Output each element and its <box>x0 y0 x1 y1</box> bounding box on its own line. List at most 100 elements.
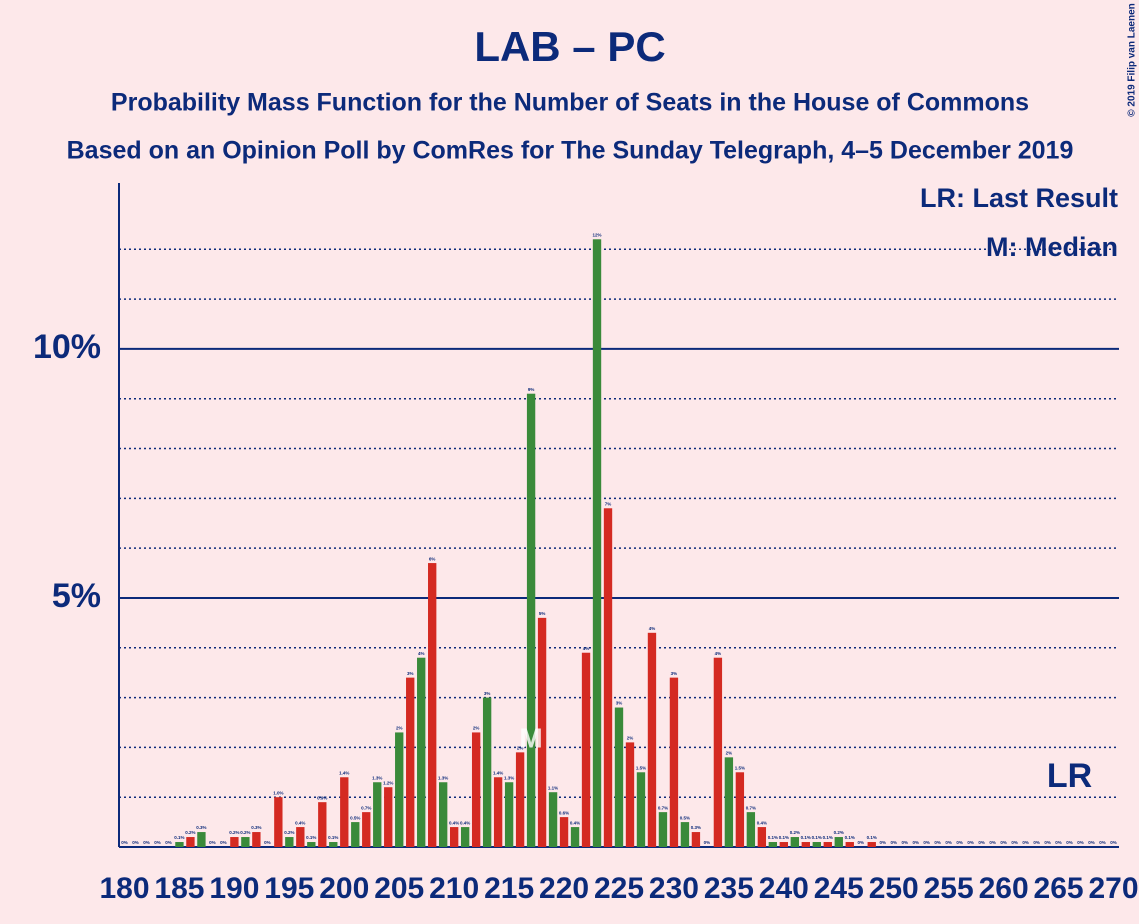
data-label: 0% <box>989 840 996 845</box>
bar <box>493 777 503 847</box>
bar <box>197 832 206 847</box>
data-label: 3% <box>407 671 414 676</box>
median-marker: M <box>519 722 542 753</box>
data-label: 0.4% <box>460 820 470 825</box>
chart-subtitle: Probability Mass Function for the Number… <box>111 89 1029 117</box>
data-label: 0.1% <box>779 835 789 840</box>
data-label: 0% <box>220 840 227 845</box>
data-label: 0.2% <box>240 830 250 835</box>
bar <box>329 842 338 847</box>
data-label: 0.1% <box>867 835 877 840</box>
data-label: 1.3% <box>372 775 382 780</box>
bar <box>307 842 316 847</box>
data-label: 0.1% <box>306 835 316 840</box>
data-label: 0% <box>1055 840 1062 845</box>
x-tick-label: 200 <box>319 872 369 905</box>
bar <box>230 837 239 847</box>
data-label: 0.2% <box>185 830 195 835</box>
data-label: 0% <box>704 840 711 845</box>
bar <box>625 742 635 847</box>
bar <box>296 827 305 847</box>
data-label: 0.4% <box>295 820 305 825</box>
data-label: 0% <box>1033 840 1040 845</box>
bar <box>460 827 470 847</box>
data-label: 6% <box>429 556 436 561</box>
data-label: 0% <box>1022 840 1029 845</box>
data-label: 0.1% <box>812 835 822 840</box>
bar <box>669 677 679 847</box>
data-label: 7% <box>605 501 612 506</box>
data-label: 0% <box>165 840 172 845</box>
data-label: 0.2% <box>229 830 239 835</box>
data-label: 5% <box>539 611 546 616</box>
bar <box>603 508 613 847</box>
x-tick-label: 185 <box>154 872 204 905</box>
chart-title: LAB – PC <box>474 23 665 70</box>
bar <box>592 239 602 847</box>
bar <box>537 617 547 847</box>
data-label: 0.1% <box>845 835 855 840</box>
x-tick-label: 235 <box>704 872 754 905</box>
data-label: 2% <box>517 746 524 751</box>
data-label: 2% <box>726 751 733 756</box>
x-tick-label: 180 <box>99 872 149 905</box>
bar <box>274 797 283 847</box>
data-label: 0.2% <box>790 830 800 835</box>
y-tick-label: 10% <box>33 328 101 366</box>
data-label: 0.1% <box>174 835 184 840</box>
data-label: 9% <box>528 387 535 392</box>
data-label: 0% <box>1066 840 1073 845</box>
data-label: 0.2% <box>284 830 294 835</box>
bar <box>658 812 668 847</box>
data-label: 0% <box>901 840 908 845</box>
bar <box>867 842 876 847</box>
x-tick-label: 260 <box>979 872 1029 905</box>
bar <box>515 752 525 847</box>
bar <box>395 732 404 847</box>
data-label: 1.0% <box>273 790 283 795</box>
bar <box>823 842 832 847</box>
data-label: 2% <box>473 726 480 731</box>
data-label: 0% <box>143 840 150 845</box>
data-label: 0.3% <box>691 825 701 830</box>
bar <box>570 827 580 847</box>
data-label: 0% <box>956 840 963 845</box>
data-label: 0% <box>945 840 952 845</box>
bar <box>691 832 701 847</box>
data-label: 0.7% <box>746 805 756 810</box>
x-tick-label: 270 <box>1088 872 1138 905</box>
bar <box>373 782 382 847</box>
legend-entry: M: Median <box>986 232 1118 262</box>
bar <box>318 802 327 847</box>
x-tick-label: 190 <box>209 872 259 905</box>
data-label: 1.3% <box>438 775 448 780</box>
data-label: 3% <box>616 701 623 706</box>
data-label: 0% <box>978 840 985 845</box>
data-label: 0% <box>121 840 128 845</box>
bar <box>428 563 437 847</box>
x-tick-label: 255 <box>924 872 974 905</box>
data-label: 0% <box>1000 840 1007 845</box>
bar <box>252 832 261 847</box>
bar <box>186 837 195 847</box>
data-label: 1.2% <box>383 780 393 785</box>
bar <box>417 657 426 847</box>
data-label: 0% <box>132 840 139 845</box>
bar <box>680 822 690 847</box>
data-label: 4% <box>418 651 425 656</box>
bar <box>175 842 184 847</box>
data-label: 0.1% <box>768 835 778 840</box>
data-label: 0.7% <box>658 805 668 810</box>
x-tick-label: 220 <box>539 872 589 905</box>
x-tick-label: 215 <box>484 872 534 905</box>
bar <box>340 777 349 847</box>
data-label: 0% <box>912 840 919 845</box>
bar <box>724 757 734 847</box>
bar <box>757 827 767 847</box>
bar <box>285 837 294 847</box>
bar <box>779 842 789 847</box>
data-label: 0% <box>858 840 865 845</box>
data-label: 0% <box>879 840 886 845</box>
x-tick-label: 230 <box>649 872 699 905</box>
data-label: 3% <box>484 691 491 696</box>
